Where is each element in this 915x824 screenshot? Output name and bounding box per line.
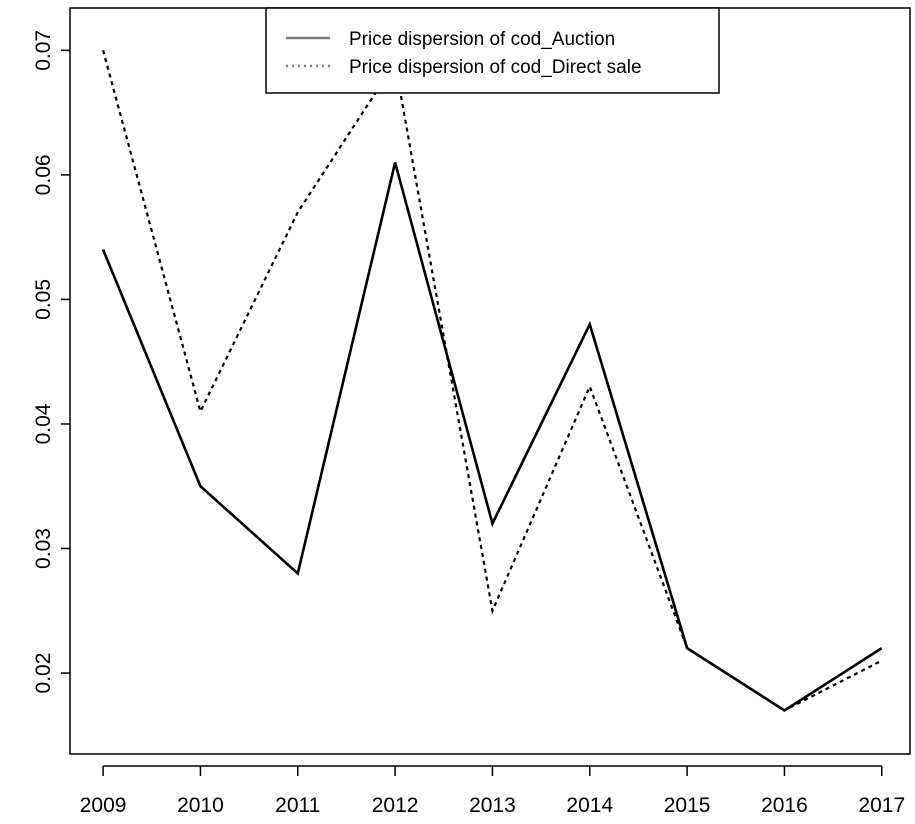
y-tick-label: 0.06 — [32, 154, 55, 195]
x-tick-label: 2016 — [761, 794, 808, 817]
series-layer — [101, 50, 883, 712]
y-tick-label: 0.07 — [32, 30, 55, 71]
y-tick-label: 0.02 — [32, 653, 55, 694]
y-tick-label: 0.04 — [32, 403, 55, 444]
legend-label-direct-sale: Price dispersion of cod_Direct sale — [349, 57, 642, 78]
x-tick-label: 2015 — [664, 794, 711, 817]
x-tick-label: 2010 — [177, 794, 224, 817]
legend: Price dispersion of cod_Auction Price di… — [265, 7, 720, 94]
x-tick-label: 2014 — [566, 794, 613, 817]
series-line-auction — [101, 162, 883, 712]
y-tick-label: 0.05 — [32, 279, 55, 320]
x-tick-label: 2009 — [80, 794, 127, 817]
legend-label-auction: Price dispersion of cod_Auction — [349, 29, 615, 50]
x-tick-label: 2017 — [858, 794, 905, 817]
x-axis: 2009 2010 2011 2012 2013 2014 2015 2016 2017 — [80, 765, 905, 817]
x-tick-label: 2011 — [275, 794, 320, 817]
plot-frame — [69, 7, 911, 755]
x-tick-label: 2013 — [469, 794, 516, 817]
legend-box — [265, 7, 720, 94]
y-tick-label: 0.03 — [32, 528, 55, 569]
x-tick-label: 2012 — [372, 794, 419, 817]
y-axis: 0.02 0.03 0.04 0.05 0.06 0.07 — [32, 30, 70, 694]
